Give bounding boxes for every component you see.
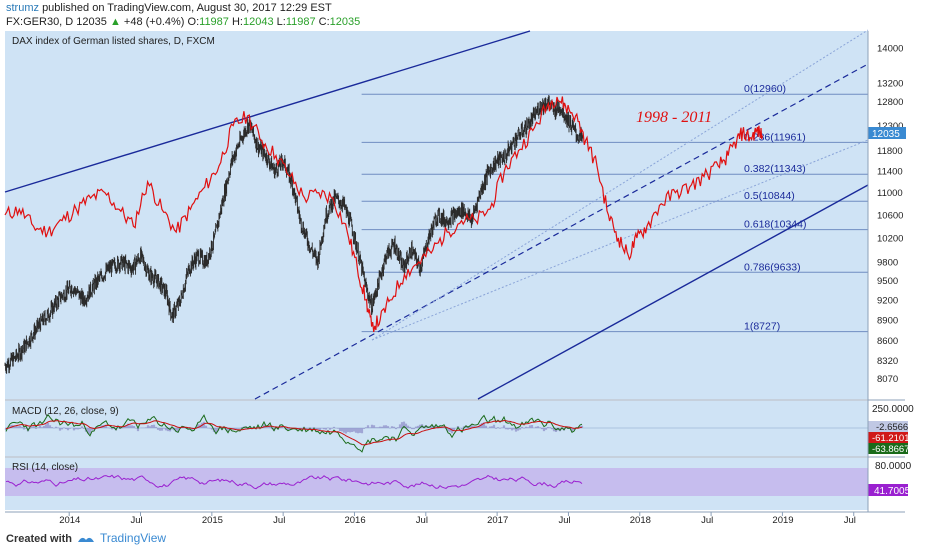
time-tick-label: 2016 [344, 515, 365, 526]
macd-value: -63.8667 [872, 444, 910, 455]
rsi-band [5, 468, 868, 496]
price-tick-label: 12800 [877, 97, 903, 108]
macd-panel-bg [5, 401, 868, 456]
rsi-line [5, 474, 583, 490]
time-tick-label: Jul [131, 515, 143, 526]
price-candles [4, 95, 584, 374]
time-tick-label: 2014 [59, 515, 80, 526]
fib-level-label: 0(12960) [744, 83, 786, 95]
macd-title: MACD (12, 26, close, 9) [12, 406, 119, 417]
channel-lower-line[interactable] [477, 184, 869, 400]
fib-level-label: 0.382(11343) [744, 163, 806, 175]
price-tick-label: 10600 [877, 210, 903, 221]
change-value: +48 (+0.4%) [123, 16, 185, 28]
price-tick-label: 9800 [877, 257, 898, 268]
price-axis[interactable]: 14000 13200 12800 12300 11800 11400 11000 10600… [877, 43, 903, 385]
overlay-line-1998-2011[interactable] [4, 96, 763, 333]
price-panel-bg [5, 31, 868, 399]
time-tick-label: Jul [416, 515, 428, 526]
trend-dotted-line-2[interactable] [371, 139, 869, 341]
footer: Created with TradingView [0, 528, 932, 550]
price-tick-label: 11800 [877, 146, 903, 157]
signal-value: -61.2101 [872, 433, 910, 444]
trend-dotted-line-1[interactable] [371, 29, 869, 341]
time-tick-label: Jul [558, 515, 570, 526]
time-axis[interactable]: 2014 Jul 2015 Jul 2016 Jul 2017 Jul 2018 Jul 2019 J… [59, 512, 856, 526]
ohlc-line: FX:GER30, D 12035 ▲ +48 (+0.4%) O:11987 … [6, 16, 360, 28]
fib-level-label: 1(8727) [744, 321, 780, 333]
publish-header: strumz published on TradingView.com, Aug… [0, 0, 932, 30]
rsi-title: RSI (14, close) [12, 462, 78, 473]
macd-hist-tag: -2.6566 [868, 421, 908, 433]
price-tick-label: 10200 [877, 233, 903, 244]
rsi-value-tag: 41.7005 [868, 484, 911, 497]
symbol-line: FX:GER30, D 12035 [6, 16, 107, 28]
macd-signal-tag: -61.2101 [868, 432, 910, 444]
last-price-value: 12035 [872, 129, 900, 140]
chart-title: DAX index of German listed shares, D, FX… [12, 36, 215, 47]
fib-level-label: 0.786(9633) [744, 261, 801, 273]
high-label: H: [231, 16, 243, 28]
time-tick-label: Jul [273, 515, 285, 526]
macd-line-tag: -63.8667 [868, 443, 910, 455]
macd-hist-value: -2.6566 [876, 422, 908, 433]
open-value: 11987 [199, 16, 229, 28]
low-label: L: [276, 16, 286, 28]
overlay-annotation: 1998 - 2011 [636, 109, 712, 126]
low-value: 11987 [285, 16, 316, 28]
fib-level-label: 0.5(10844) [744, 190, 795, 202]
publish-info: strumz published on TradingView.com, Aug… [6, 2, 332, 14]
time-tick-label: Jul [844, 515, 856, 526]
open-label: O: [187, 16, 200, 28]
time-tick-label: 2019 [772, 515, 793, 526]
trend-dashed-line[interactable] [254, 63, 869, 400]
up-arrow-icon: ▲ [109, 16, 121, 28]
author-name[interactable]: strumz [6, 2, 39, 14]
channel-upper-line[interactable] [4, 30, 531, 193]
time-tick-label: 2015 [202, 515, 223, 526]
price-tick-label: 11000 [877, 188, 903, 199]
created-with-label: Created with [6, 533, 73, 545]
close-value: 12035 [329, 16, 361, 28]
price-tick-label: 13200 [877, 79, 903, 90]
price-tick-label: 12300 [877, 121, 903, 132]
price-tick-label: 8320 [877, 356, 898, 367]
close-label: C: [318, 16, 330, 28]
tradingview-brand-link[interactable]: TradingView [100, 531, 167, 545]
last-price-tag: 12035 [868, 127, 906, 140]
rsi-value: 41.7005 [874, 486, 911, 497]
price-tick-label: 11400 [877, 167, 903, 178]
price-tick-label: 8900 [877, 315, 898, 326]
price-tick-label: 14000 [877, 43, 903, 54]
macd-tick: 250.0000 [872, 404, 914, 415]
tradingview-logo-icon [78, 537, 94, 542]
signal-line [5, 419, 583, 446]
price-tick-label: 9200 [877, 295, 898, 306]
rsi-tick: 80.0000 [875, 461, 912, 472]
price-tick-label: 8070 [877, 374, 898, 385]
published-text: published on TradingView.com, August 30,… [42, 2, 332, 14]
trend-channel[interactable] [4, 29, 869, 400]
time-tick-label: Jul [701, 515, 713, 526]
price-tick-label: 8600 [877, 336, 898, 347]
high-value: 12043 [242, 16, 274, 28]
time-tick-label: 2018 [630, 515, 651, 526]
price-tick-label: 9500 [877, 276, 898, 287]
time-tick-label: 2017 [487, 515, 508, 526]
